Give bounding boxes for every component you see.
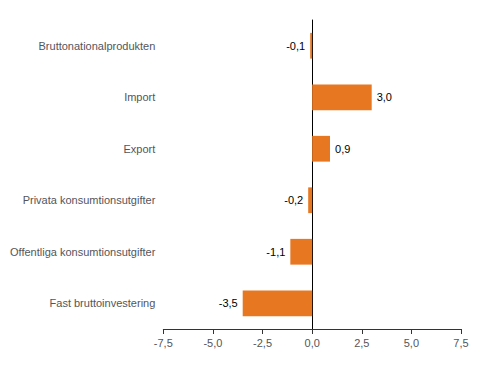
svg-text:-0,2: -0,2 [284, 194, 303, 206]
svg-text:7,5: 7,5 [453, 337, 468, 349]
svg-text:5,0: 5,0 [404, 337, 419, 349]
svg-text:2,5: 2,5 [354, 337, 369, 349]
svg-text:-0,1: -0,1 [286, 40, 305, 52]
svg-text:Fast bruttoinvestering: Fast bruttoinvestering [50, 297, 156, 309]
svg-text:-2,5: -2,5 [253, 337, 272, 349]
svg-text:0,0: 0,0 [305, 337, 320, 349]
svg-text:3,0: 3,0 [377, 91, 392, 103]
svg-text:-7,5: -7,5 [154, 337, 173, 349]
svg-text:Offentliga konsumtionsutgifter: Offentliga konsumtionsutgifter [10, 246, 156, 258]
svg-text:0,9: 0,9 [335, 143, 350, 155]
svg-text:Privata konsumtionsutgifter: Privata konsumtionsutgifter [23, 194, 156, 206]
svg-text:Import: Import [124, 91, 155, 103]
svg-text:Export: Export [124, 143, 156, 155]
svg-text:-3,5: -3,5 [219, 297, 238, 309]
svg-text:Bruttonationalprodukten: Bruttonationalprodukten [39, 40, 156, 52]
svg-text:-1,1: -1,1 [266, 246, 285, 258]
svg-text:-5,0: -5,0 [203, 337, 222, 349]
